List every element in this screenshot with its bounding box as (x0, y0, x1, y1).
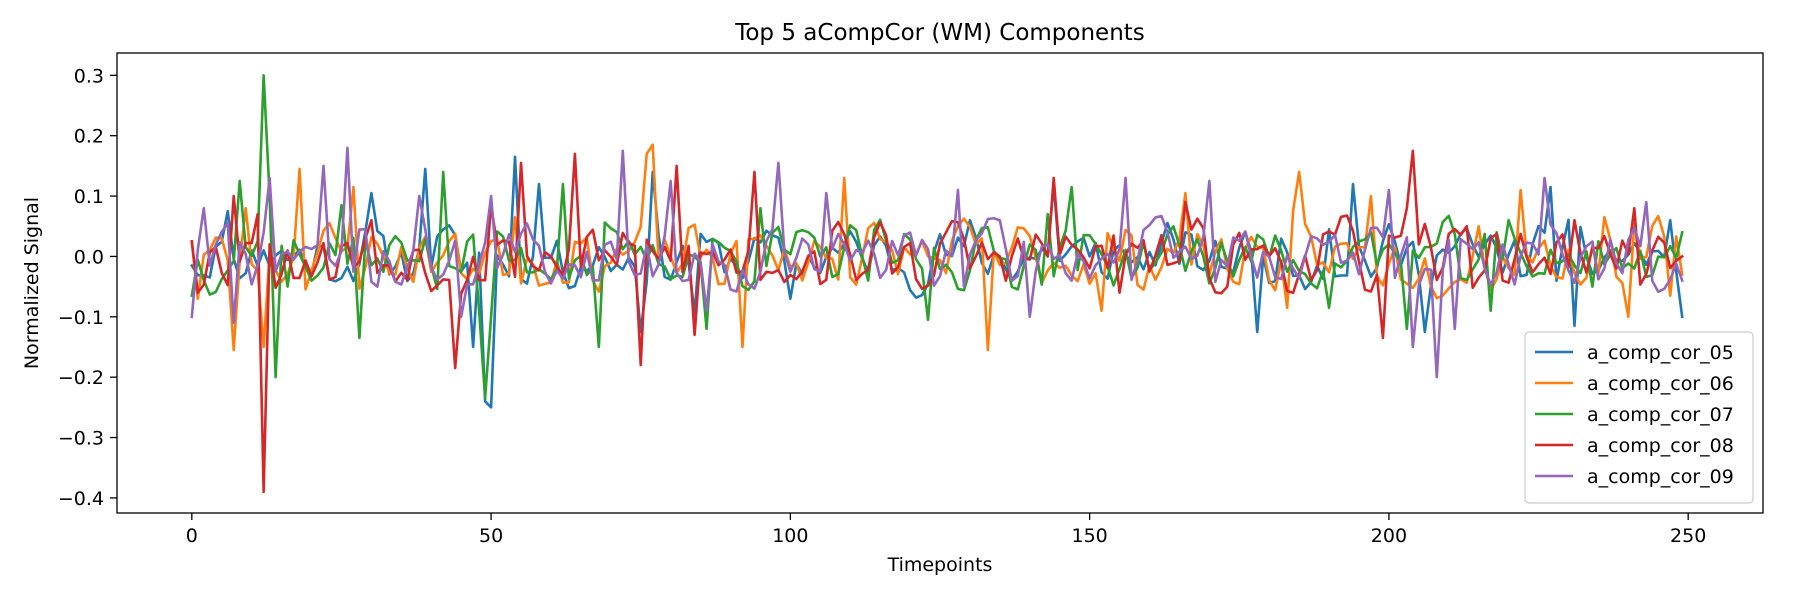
x-axis-title: Timepoints (887, 554, 993, 576)
plot-area-frame (116, 52, 1764, 514)
y-tick-label: 0.1 (74, 186, 104, 208)
chart-title: Top 5 aCompCor (WM) Components (734, 20, 1145, 46)
y-tick-label: −0.2 (58, 367, 104, 389)
series-line-a-comp-cor-08 (190, 149, 1685, 494)
y-tick-label: −0.3 (58, 428, 104, 450)
x-tick-label: 0 (186, 525, 198, 547)
series-line-a-comp-cor-06 (190, 143, 1684, 352)
x-tick-label: 150 (1072, 525, 1108, 547)
legend-box (1524, 331, 1754, 504)
y-axis-title: Normalized Signal (21, 197, 43, 369)
y-tick-label: −0.1 (58, 307, 104, 329)
legend-label: a_comp_cor_09 (1587, 466, 1734, 488)
y-tick-label: −0.4 (58, 488, 104, 510)
legend-label: a_comp_cor_06 (1587, 373, 1734, 395)
x-tick-label: 50 (479, 525, 503, 547)
legend-label: a_comp_cor_08 (1587, 435, 1734, 457)
x-tick-label: 200 (1371, 525, 1407, 547)
x-tick-label: 250 (1670, 525, 1706, 547)
series-line-a-comp-cor-09 (190, 146, 1684, 379)
y-tick-label: 0.0 (74, 246, 104, 268)
legend-label: a_comp_cor_05 (1587, 342, 1734, 364)
x-axis: 0 50 100 150 200 250 (186, 513, 1706, 547)
legend-label: a_comp_cor_07 (1587, 404, 1734, 426)
y-tick-label: 0.2 (74, 126, 104, 148)
y-tick-label: 0.3 (74, 65, 104, 87)
x-tick-label: 100 (772, 525, 808, 547)
y-axis: −0.4 −0.3 −0.2 −0.1 0.0 0.1 0.2 0.3 (58, 65, 117, 510)
legend: a_comp_cor_05 a_comp_cor_06 a_comp_cor_07a… (1524, 331, 1754, 504)
